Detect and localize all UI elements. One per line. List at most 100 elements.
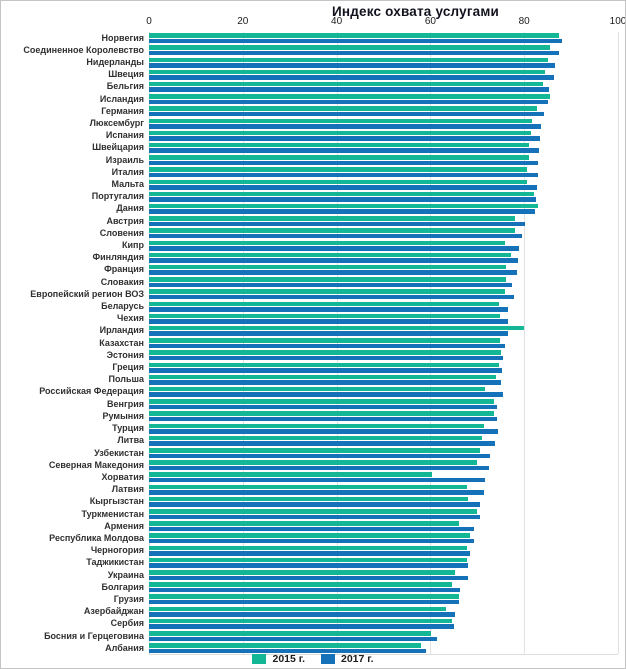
- bar-group: [149, 239, 618, 251]
- bar-group: [149, 581, 618, 593]
- bar-2017: [149, 648, 427, 654]
- chart-title: Индекс охвата услугами: [331, 4, 500, 19]
- bar-group: [149, 178, 618, 190]
- bar-2015: [149, 179, 528, 185]
- bar-2015: [149, 350, 501, 355]
- category-label: Греция: [112, 362, 144, 373]
- bar-2017: [149, 148, 540, 153]
- bar-2015: [149, 264, 507, 270]
- bar-2017: [149, 172, 538, 178]
- category-label: Кыргызстан: [89, 496, 144, 507]
- bar-2017: [149, 307, 508, 312]
- chart-row: Туркменистан: [1, 508, 625, 520]
- chart-row: Казахстан: [1, 337, 625, 349]
- bar-group: [149, 398, 618, 410]
- bar-2017: [149, 87, 549, 92]
- bar-group: [149, 508, 618, 520]
- bar-2017: [149, 636, 437, 642]
- chart-row: Польша: [1, 374, 625, 386]
- bar-group: [149, 642, 618, 654]
- chart-row: Ирландия: [1, 325, 625, 337]
- category-label: Германия: [101, 105, 144, 116]
- bar-2015: [149, 167, 528, 172]
- bar-2017: [149, 343, 505, 349]
- bar-group: [149, 606, 618, 618]
- category-label: Португалия: [91, 191, 144, 202]
- bar-2015: [149, 643, 422, 648]
- bar-2017: [149, 197, 537, 202]
- category-label: Словения: [99, 227, 144, 238]
- bar-2015: [149, 106, 537, 111]
- bar-2017: [149, 160, 539, 166]
- bar-2017: [149, 587, 460, 593]
- category-label: Чехия: [117, 313, 144, 324]
- legend-label-2015: 2015 г.: [272, 653, 305, 665]
- bar-group: [149, 361, 618, 373]
- gridline: [618, 32, 619, 654]
- chart-row: Словакия: [1, 276, 625, 288]
- bar-2017: [149, 453, 491, 458]
- category-label: Турция: [112, 423, 144, 434]
- bar-2015: [149, 521, 460, 526]
- chart-row: Болгария: [1, 581, 625, 593]
- bar-2015: [149, 606, 447, 612]
- bar-group: [149, 520, 618, 532]
- bar-2015: [149, 240, 506, 246]
- bar-group: [149, 117, 618, 129]
- x-tick-label: 60: [424, 16, 436, 27]
- gridline: [149, 32, 150, 654]
- chart-row: Нидерланды: [1, 56, 625, 68]
- bar-2015: [149, 277, 507, 282]
- category-label: Финляндия: [92, 252, 144, 263]
- bar-group: [149, 288, 618, 300]
- bar-2017: [149, 441, 496, 446]
- category-label: Казахстан: [99, 337, 144, 348]
- x-tick-label: 100: [609, 16, 626, 27]
- chart-row: Венгрия: [1, 398, 625, 410]
- bar-group: [149, 105, 618, 117]
- chart-row: Люксембург: [1, 117, 625, 129]
- bar-2017: [149, 599, 460, 605]
- bar-2017: [149, 404, 498, 410]
- bar-2017: [149, 514, 480, 520]
- category-label: Азербайджан: [83, 606, 144, 617]
- bar-2015: [149, 142, 529, 148]
- x-tick-label: 80: [518, 16, 530, 27]
- chart-row: Российская Федерация: [1, 386, 625, 398]
- category-label: Эстония: [106, 349, 144, 360]
- bar-2017: [149, 612, 455, 617]
- chart-row: Соединенное Королевство: [1, 44, 625, 56]
- bar-group: [149, 56, 618, 68]
- chart-row: Черногория: [1, 545, 625, 557]
- bar-2015: [149, 228, 515, 233]
- category-label: Хорватия: [101, 471, 145, 482]
- bar-2015: [149, 496, 469, 502]
- category-label: Республика Молдова: [49, 532, 144, 543]
- bar-group: [149, 630, 618, 642]
- chart-row: Франция: [1, 264, 625, 276]
- bar-2015: [149, 545, 468, 551]
- bar-2017: [149, 465, 489, 471]
- bar-2015: [149, 69, 546, 75]
- bar-2017: [149, 319, 509, 324]
- bar-2017: [149, 526, 475, 532]
- category-label: Румыния: [102, 410, 144, 421]
- bar-2017: [149, 490, 484, 495]
- bar-2015: [149, 618, 453, 624]
- bar-2017: [149, 429, 498, 434]
- bar-2017: [149, 185, 538, 190]
- chart-row: Швейцария: [1, 142, 625, 154]
- bar-2015: [149, 118, 533, 124]
- chart-row: Кипр: [1, 239, 625, 251]
- category-label: Соединенное Королевство: [23, 44, 144, 55]
- gridline: [524, 32, 526, 654]
- bar-2017: [149, 124, 542, 129]
- chart-row: Швеция: [1, 69, 625, 81]
- chart-row: Румыния: [1, 410, 625, 422]
- category-label: Европейский регион ВОЗ: [30, 288, 144, 299]
- bar-2015: [149, 386, 486, 392]
- category-label: Испания: [105, 130, 144, 141]
- bar-2017: [149, 368, 502, 373]
- bar-group: [149, 81, 618, 93]
